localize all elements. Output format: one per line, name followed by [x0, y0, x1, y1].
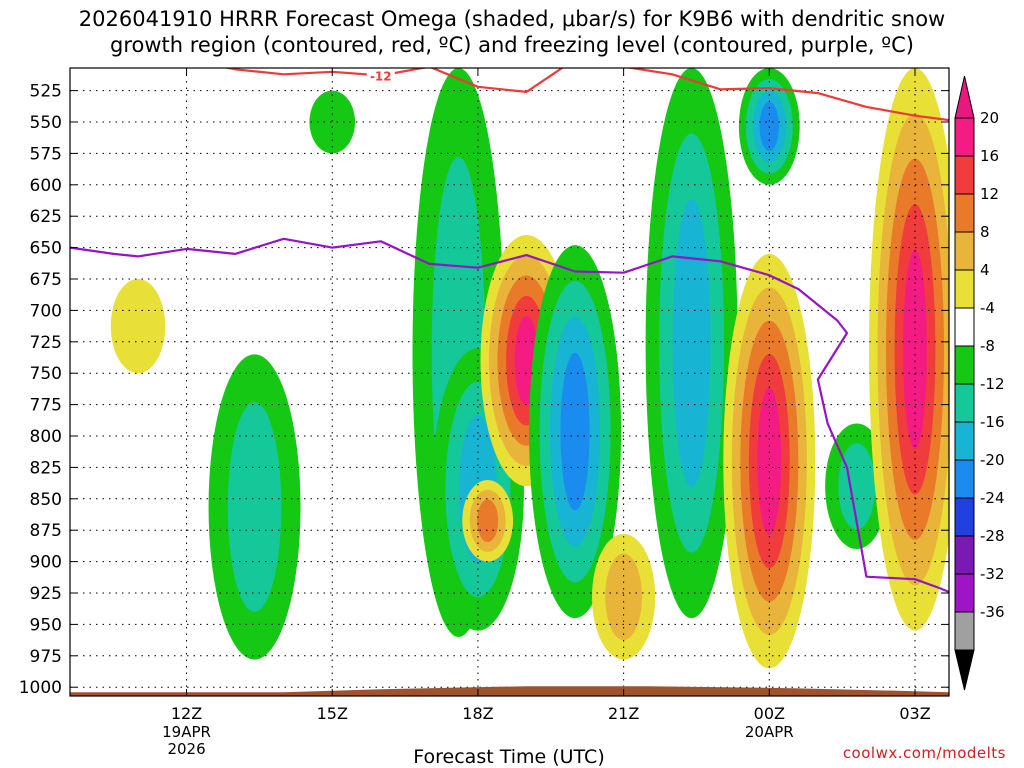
- x-tick-label: 18Z: [462, 704, 493, 723]
- colorbar-swatch: [954, 269, 975, 309]
- x-axis-title: Forecast Time (UTC): [413, 746, 604, 768]
- y-tick-label: 750: [30, 364, 62, 384]
- y-tick-label: 625: [30, 207, 62, 227]
- colorbar-swatch: [954, 193, 975, 233]
- x-tick-label: 03Z: [899, 704, 930, 723]
- x-date-label: 20APR: [745, 723, 794, 741]
- colorbar-swatch: [954, 155, 975, 195]
- x-year-label: 2026: [167, 740, 205, 758]
- y-tick-label: 575: [30, 144, 62, 164]
- colorbar-swatch: [954, 421, 975, 461]
- chart-title-line-2: growth region (contoured, red, ºC) and f…: [110, 33, 914, 57]
- ground-surface: [70, 686, 949, 696]
- omega-feature-0-level-0: [110, 279, 166, 374]
- y-tick-label: 675: [30, 270, 62, 290]
- omega-feature-12-level-1: [838, 443, 876, 530]
- x-tick-label: 12Z: [171, 704, 202, 723]
- colorbar-swatch: [954, 611, 975, 651]
- y-tick-label: 850: [30, 490, 62, 510]
- colorbar-swatch: [954, 497, 975, 537]
- colorbar-label: 12: [980, 185, 999, 203]
- colorbar-label: -36: [980, 603, 1005, 621]
- colorbar-label: -32: [980, 565, 1005, 583]
- contour-label: -12: [370, 70, 392, 84]
- omega-feature-2-level-0: [309, 90, 356, 154]
- colorbar-swatch: [954, 535, 975, 575]
- colorbar-bottom-arrow: [954, 649, 975, 691]
- omega-feature-8-level-1: [605, 553, 643, 640]
- colorbar-label: 8: [980, 223, 990, 241]
- colorbar-label: -12: [980, 375, 1005, 393]
- y-tick-label: 1000: [19, 678, 62, 698]
- colorbar-label: 16: [980, 147, 999, 165]
- omega-feature-13-level-4: [903, 249, 927, 450]
- y-tick-label: 875: [30, 521, 62, 541]
- x-tick-label: 00Z: [754, 704, 785, 723]
- colorbar-label: 20: [980, 109, 999, 127]
- site-credit: coolwx.com/modelts: [842, 744, 1006, 762]
- omega-feature-6-level-2: [477, 499, 499, 543]
- x-date-label: 19APR: [162, 723, 211, 741]
- colorbar-top-arrow: [954, 75, 975, 119]
- x-tick-label: 15Z: [317, 704, 348, 723]
- dendritic-growth-contour: [223, 68, 949, 122]
- y-tick-label: 525: [30, 82, 62, 102]
- colorbar-swatch: [954, 231, 975, 271]
- y-tick-label: 725: [30, 333, 62, 353]
- plot-frame: [69, 67, 950, 697]
- y-tick-label: 975: [30, 647, 62, 667]
- omega-feature-1-level-1: [227, 402, 282, 612]
- y-tick-label: 950: [30, 615, 62, 635]
- colorbar-swatch: [954, 345, 975, 385]
- y-tick-label: 825: [30, 458, 62, 478]
- y-tick-label: 925: [30, 584, 62, 604]
- chart-title-line-1: 2026041910 HRRR Forecast Omega (shaded, …: [78, 7, 946, 31]
- omega-feature-11-level-4: [757, 387, 782, 535]
- y-tick-label: 900: [30, 553, 62, 573]
- y-tick-label: 650: [30, 239, 62, 259]
- omega-feature-7-level-3: [560, 352, 590, 511]
- colorbar-swatch: [954, 383, 975, 423]
- colorbar-label: -28: [980, 527, 1005, 545]
- colorbar-label: -8: [980, 337, 995, 355]
- colorbar-label: -16: [980, 413, 1005, 431]
- contour-label-bg: [366, 69, 395, 83]
- freezing-level-contour: [70, 237, 949, 594]
- omega-feature-10-level-3: [759, 101, 780, 152]
- colorbar-label: 4: [980, 261, 990, 279]
- colorbar-label: -24: [980, 489, 1005, 507]
- y-tick-label: 775: [30, 396, 62, 416]
- colorbar-swatch: [954, 117, 975, 157]
- y-tick-label: 700: [30, 301, 62, 321]
- colorbar-label: -20: [980, 451, 1005, 469]
- omega-feature-9-level-2: [672, 198, 711, 488]
- y-tick-label: 800: [30, 427, 62, 447]
- y-tick-label: 600: [30, 176, 62, 196]
- colorbar-swatch: [954, 307, 975, 347]
- colorbar-swatch: [954, 573, 975, 613]
- x-tick-label: 21Z: [608, 704, 639, 723]
- colorbar-label: -4: [980, 299, 995, 317]
- colorbar-swatch: [954, 459, 975, 499]
- y-tick-label: 550: [30, 113, 62, 133]
